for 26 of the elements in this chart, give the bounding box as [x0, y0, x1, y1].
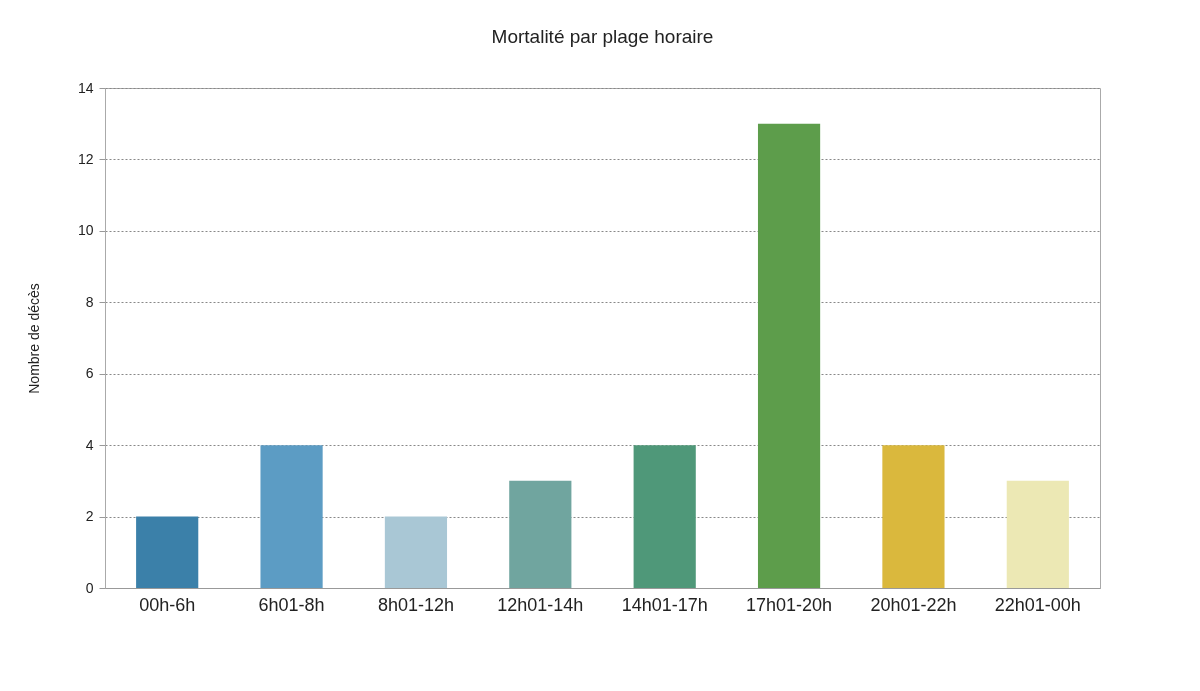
x-tick-label: 22h01-00h [994, 594, 1081, 615]
y-tick-label: 0 [85, 579, 94, 596]
y-axis-title: Nombre de décès [25, 283, 42, 394]
x-tick-label: 00h-6h [139, 594, 196, 615]
x-tick-label: 8h01-12h [377, 594, 454, 615]
y-tick-label: 12 [77, 150, 94, 167]
x-tick-label: 12h01-14h [497, 594, 584, 615]
bar [509, 480, 572, 588]
x-tick-label: 20h01-22h [870, 594, 957, 615]
x-tick-label: 17h01-20h [746, 594, 833, 615]
y-tick-label: 8 [85, 293, 94, 310]
y-tick-label: 6 [85, 365, 94, 382]
y-tick-label: 2 [85, 508, 94, 525]
bar [633, 445, 696, 588]
chart-title: Mortalité par plage horaire [491, 26, 714, 47]
bar [384, 516, 448, 588]
y-tick-label: 10 [77, 222, 94, 239]
y-tick-label: 4 [85, 436, 94, 453]
x-tick-label: 6h01-8h [258, 594, 325, 615]
bar [757, 123, 821, 588]
bar [136, 516, 199, 588]
y-tick-label: 14 [77, 79, 94, 96]
x-tick-label: 14h01-17h [621, 594, 708, 615]
bar [882, 445, 945, 588]
bar [1006, 480, 1069, 588]
bar [260, 445, 323, 588]
